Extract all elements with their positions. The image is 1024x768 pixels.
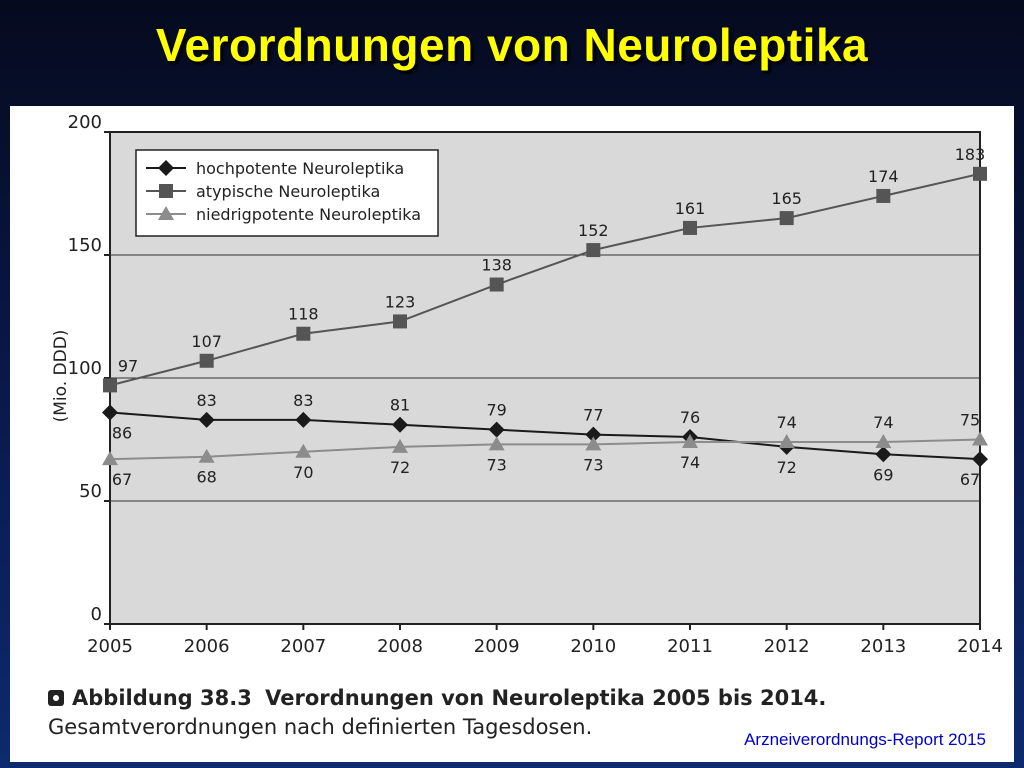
legend: hochpotente Neuroleptika atypische Neurol… — [135, 149, 439, 237]
data-point — [586, 243, 601, 258]
data-point — [296, 326, 311, 341]
data-label: 152 — [578, 221, 609, 240]
data-label: 79 — [486, 401, 506, 420]
x-tick-label: 2008 — [377, 636, 423, 657]
data-label: 118 — [288, 305, 319, 324]
y-tick-label: 200 — [68, 112, 102, 133]
x-tick-label: 2007 — [280, 636, 326, 657]
data-label: 72 — [390, 458, 410, 477]
data-point — [393, 314, 407, 329]
data-point — [778, 433, 795, 448]
data-label: 75 — [960, 411, 980, 430]
x-tick-label: 2012 — [764, 636, 810, 657]
series-layer: 86 83 83 81 79 77 76 72 69 67 97 107 118 123 138 152 161… — [102, 145, 988, 489]
data-label: 123 — [385, 292, 416, 311]
data-point — [295, 411, 312, 428]
data-point — [102, 404, 118, 421]
x-tick-label: 2011 — [667, 636, 713, 657]
x-tick-label: 2005 — [87, 636, 133, 657]
series-line — [109, 172, 981, 387]
legend-marker — [158, 160, 174, 176]
data-point — [585, 426, 602, 443]
data-label: 73 — [486, 455, 506, 474]
figure-icon — [48, 690, 64, 706]
caption-bold-text: Verordnungen von Neuroleptika 2005 bis 2… — [265, 686, 827, 710]
data-label: 69 — [873, 465, 893, 484]
data-point — [488, 421, 505, 438]
data-point — [198, 411, 215, 428]
data-label: 165 — [771, 189, 802, 208]
legend-label: niedrigpotente Neuroleptika — [196, 205, 421, 224]
data-label: 107 — [191, 332, 222, 351]
caption-label: Abbildung 38.3 — [72, 686, 252, 710]
data-point — [392, 438, 408, 453]
data-label: 67 — [960, 470, 980, 489]
x-tick-label: 2013 — [860, 636, 906, 657]
data-label: 138 — [481, 256, 512, 275]
line-chart: 0 50 100 150 200 2005 2006 2007 2008 2009 2010 201… — [51, 112, 1003, 657]
y-tick-label: 150 — [68, 235, 102, 256]
data-label: 74 — [680, 453, 700, 472]
data-point — [779, 211, 794, 226]
data-label: 97 — [118, 356, 138, 375]
data-point — [392, 416, 408, 433]
data-label: 74 — [873, 413, 893, 432]
slide-title: Verordnungen von Neuroleptika — [155, 19, 869, 71]
data-point — [876, 188, 891, 203]
data-label: 73 — [583, 455, 603, 474]
data-point — [102, 451, 118, 466]
x-tick-label: 2010 — [570, 636, 616, 657]
legend-label: hochpotente Neuroleptika — [196, 159, 404, 178]
y-tick-label: 100 — [68, 358, 102, 379]
data-label: 72 — [776, 458, 796, 477]
data-point — [875, 446, 892, 463]
x-tick-label: 2006 — [184, 636, 230, 657]
data-point — [198, 448, 215, 463]
x-tick-label: 2009 — [474, 636, 520, 657]
data-label: 83 — [196, 391, 216, 410]
x-tick-label: 2014 — [957, 636, 1003, 657]
data-point — [972, 451, 988, 468]
y-tick-label: 50 — [79, 481, 102, 502]
y-tick-label: 0 — [91, 604, 102, 625]
data-label: 174 — [868, 167, 899, 186]
data-label: 68 — [196, 468, 216, 487]
data-label: 70 — [293, 463, 313, 482]
data-point — [682, 433, 698, 448]
y-axis-label: (Mio. DDD) — [51, 330, 71, 423]
data-label: 74 — [776, 413, 796, 432]
x-tick-labels: 2005 2006 2007 2008 2009 2010 2011 2012 2013 2014 — [87, 624, 1003, 657]
series-line — [109, 411, 981, 461]
data-label: 67 — [112, 470, 132, 489]
data-point — [199, 353, 214, 368]
data-point — [103, 378, 117, 393]
data-label: 161 — [675, 199, 706, 218]
figure-panel: 0 50 100 150 200 2005 2006 2007 2008 2009 2010 201… — [10, 106, 1014, 762]
data-label: 81 — [390, 396, 410, 415]
legend-marker — [159, 184, 173, 198]
legend-marker — [158, 206, 174, 220]
data-label: 183 — [955, 145, 986, 164]
series-square: 97 107 118 123 138 152 161 165 174 183 — [103, 145, 987, 393]
data-point — [295, 443, 312, 458]
data-point — [973, 166, 987, 181]
caption-text: Gesamtverordnungen nach definierten Tage… — [48, 715, 593, 739]
data-label: 86 — [112, 423, 132, 442]
source-note: Arzneiverordnungs-Report 2015 — [744, 730, 986, 749]
data-point — [488, 436, 505, 451]
data-point — [683, 220, 697, 235]
figure-caption: Abbildung 38.3 Verordnungen von Neurolep… — [48, 684, 1008, 742]
y-tick-labels: 0 50 100 150 200 — [68, 112, 102, 625]
data-point — [972, 431, 988, 446]
data-label: 83 — [293, 391, 313, 410]
data-label: 77 — [583, 406, 603, 425]
series-triangle: 67 68 70 72 73 73 74 74 74 75 — [102, 411, 988, 489]
legend-box — [135, 149, 439, 237]
data-point — [489, 277, 504, 292]
data-label: 76 — [680, 408, 700, 427]
series-line — [109, 438, 981, 461]
legend-label: atypische Neuroleptika — [196, 182, 380, 201]
data-point — [585, 436, 602, 451]
data-point — [875, 433, 892, 448]
